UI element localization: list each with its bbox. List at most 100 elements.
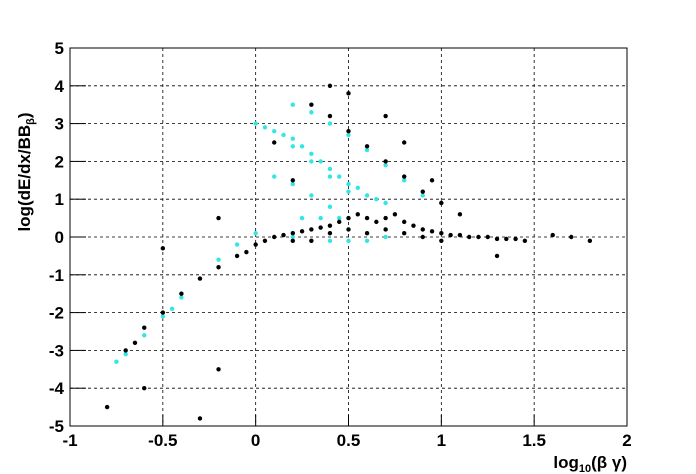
point bbox=[299, 229, 305, 234]
point bbox=[262, 238, 268, 243]
point bbox=[569, 234, 574, 240]
point bbox=[142, 325, 147, 330]
point bbox=[244, 249, 249, 255]
point bbox=[383, 234, 388, 240]
point bbox=[420, 227, 425, 232]
point bbox=[123, 348, 128, 353]
point bbox=[169, 306, 175, 312]
point bbox=[160, 246, 166, 251]
point bbox=[383, 162, 388, 168]
point bbox=[197, 276, 203, 281]
point bbox=[550, 232, 555, 238]
point bbox=[364, 144, 370, 149]
point bbox=[272, 174, 277, 179]
point bbox=[142, 386, 147, 391]
point bbox=[327, 174, 333, 179]
point bbox=[513, 236, 518, 242]
point bbox=[383, 113, 388, 119]
y-tick-label: -3 bbox=[49, 341, 64, 360]
point bbox=[309, 151, 314, 157]
point bbox=[327, 113, 333, 119]
point bbox=[216, 257, 221, 262]
y-tick-label: 4 bbox=[55, 77, 65, 96]
point bbox=[337, 215, 342, 221]
point bbox=[485, 234, 490, 240]
point bbox=[364, 215, 370, 221]
point bbox=[346, 238, 351, 243]
point bbox=[160, 314, 166, 319]
x-tick-label: 0.5 bbox=[337, 431, 361, 450]
x-tick-label: 2 bbox=[622, 431, 631, 450]
y-axis-label: log(dE/dx/BBβ) bbox=[15, 112, 37, 231]
point bbox=[290, 178, 295, 183]
point bbox=[299, 144, 305, 149]
point bbox=[402, 231, 407, 236]
point bbox=[383, 215, 388, 221]
point bbox=[253, 231, 258, 236]
y-tick-label: -2 bbox=[49, 304, 64, 323]
point bbox=[383, 227, 388, 232]
point bbox=[466, 234, 472, 240]
point bbox=[327, 121, 333, 126]
point bbox=[299, 215, 305, 221]
point bbox=[439, 238, 444, 243]
y-tick-label: 5 bbox=[55, 39, 64, 58]
point bbox=[364, 147, 370, 153]
point bbox=[272, 234, 277, 240]
point bbox=[327, 223, 333, 228]
point bbox=[327, 166, 333, 172]
point bbox=[281, 132, 286, 138]
point bbox=[327, 204, 333, 209]
point bbox=[309, 193, 314, 198]
point bbox=[114, 359, 119, 364]
point bbox=[318, 215, 323, 221]
point bbox=[392, 212, 398, 217]
point bbox=[327, 238, 333, 243]
point bbox=[327, 231, 333, 236]
point bbox=[309, 102, 314, 107]
point bbox=[402, 140, 407, 145]
point bbox=[494, 236, 500, 242]
point bbox=[309, 238, 314, 243]
point bbox=[337, 219, 342, 225]
point bbox=[290, 231, 295, 236]
point bbox=[216, 215, 221, 221]
point bbox=[309, 227, 314, 232]
x-tick-label: 0 bbox=[251, 431, 260, 450]
point bbox=[346, 128, 351, 134]
point bbox=[346, 189, 351, 194]
point bbox=[253, 242, 258, 247]
point bbox=[216, 367, 221, 372]
point bbox=[457, 212, 463, 217]
y-tick-label: 1 bbox=[55, 190, 64, 209]
point bbox=[346, 91, 351, 96]
point bbox=[522, 238, 528, 243]
point bbox=[420, 189, 425, 194]
point bbox=[346, 227, 351, 232]
x-tick-label: -0.5 bbox=[148, 431, 177, 450]
point bbox=[290, 234, 295, 240]
point bbox=[309, 110, 314, 115]
point bbox=[290, 144, 295, 149]
point bbox=[383, 159, 388, 164]
point bbox=[309, 159, 314, 164]
point bbox=[290, 238, 295, 243]
point bbox=[364, 193, 370, 198]
point bbox=[104, 404, 110, 410]
y-tick-label: -5 bbox=[49, 417, 64, 436]
y-tick-label: 3 bbox=[55, 115, 64, 134]
point bbox=[132, 340, 138, 346]
point bbox=[411, 223, 416, 228]
point bbox=[142, 333, 147, 338]
point bbox=[439, 200, 444, 206]
point bbox=[253, 121, 258, 126]
point bbox=[234, 242, 240, 247]
point bbox=[383, 200, 388, 206]
point bbox=[290, 136, 295, 141]
point bbox=[179, 295, 184, 300]
point bbox=[337, 174, 342, 179]
point bbox=[262, 125, 268, 130]
point bbox=[327, 83, 333, 89]
point bbox=[587, 238, 593, 243]
